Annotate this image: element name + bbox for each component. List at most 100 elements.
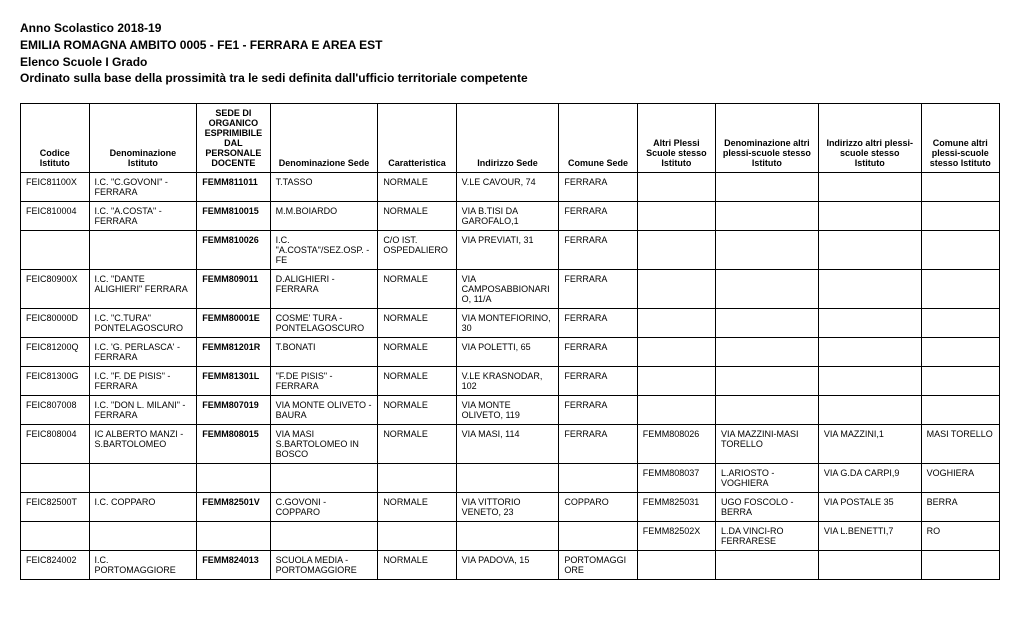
report-header: Anno Scolastico 2018-19 EMILIA ROMAGNA A… [20,20,1000,87]
table-cell [197,464,270,493]
table-cell [716,173,819,202]
table-cell [818,173,921,202]
table-row: FEIC81100XI.C. "C.GOVONI" - FERRARAFEMM8… [21,173,1000,202]
table-cell: T.TASSO [270,173,378,202]
table-cell: VIA MAZZINI,1 [818,425,921,464]
table-cell: FERRARA [559,396,637,425]
table-cell: VIA PREVIATI, 31 [456,231,559,270]
table-cell [716,396,819,425]
table-cell: I.C. PORTOMAGGIORE [89,551,197,580]
table-cell [716,338,819,367]
table-cell [637,202,715,231]
table-cell [89,231,197,270]
table-cell: VIA MONTE OLIVETO - BAURA [270,396,378,425]
table-cell: FEMM808015 [197,425,270,464]
table-cell: FEMM825031 [637,493,715,522]
table-cell: VIA MONTE OLIVETO, 119 [456,396,559,425]
table-cell [637,309,715,338]
table-cell: FEIC80900X [21,270,90,309]
table-cell: VIA VITTORIO VENETO, 23 [456,493,559,522]
header-line-3: Elenco Scuole I Grado [20,54,1000,71]
table-cell: FEMM808037 [637,464,715,493]
table-row: FEIC810004I.C. "A.COSTA" - FERRARAFEMM81… [21,202,1000,231]
table-cell: UGO FOSCOLO - BERRA [716,493,819,522]
table-row: FEMM810026I.C. "A.COSTA"/SEZ.OSP. - FEC/… [21,231,1000,270]
table-cell: C/O IST. OSPEDALIERO [378,231,456,270]
column-header: Codice Istituto [21,104,90,173]
table-cell: I.C. "A.COSTA" - FERRARA [89,202,197,231]
column-header: SEDE DI ORGANICO ESPRIMIBILE DAL PERSONA… [197,104,270,173]
table-cell [818,231,921,270]
table-cell [89,522,197,551]
table-cell [559,464,637,493]
table-cell [818,202,921,231]
table-cell [716,202,819,231]
table-cell [818,396,921,425]
column-header: Comune altri plessi-scuole stesso Istitu… [921,104,999,173]
table-cell [197,522,270,551]
table-cell: I.C. "C.GOVONI" - FERRARA [89,173,197,202]
table-cell: FEMM808026 [637,425,715,464]
table-cell [637,551,715,580]
table-cell: FEIC81300G [21,367,90,396]
table-cell: VIA MASI, 114 [456,425,559,464]
schools-table: Codice IstitutoDenominazione IstitutoSED… [20,103,1000,580]
column-header: Comune Sede [559,104,637,173]
table-cell: I.C. "DANTE ALIGHIERI" FERRARA [89,270,197,309]
header-line-2: EMILIA ROMAGNA AMBITO 0005 - FE1 - FERRA… [20,37,1000,54]
column-header: Denominazione altri plessi-scuole stesso… [716,104,819,173]
table-cell: FEIC807008 [21,396,90,425]
table-cell [637,338,715,367]
table-cell: FEMM81201R [197,338,270,367]
table-cell: I.C. "C.TURA" PONTELAGOSCURO [89,309,197,338]
table-cell: FEIC82500T [21,493,90,522]
table-row: FEIC824002I.C. PORTOMAGGIOREFEMM824013SC… [21,551,1000,580]
header-line-4: Ordinato sulla base della prossimità tra… [20,70,1000,87]
table-cell: VIA POLETTI, 65 [456,338,559,367]
table-cell [270,522,378,551]
table-cell [716,551,819,580]
table-cell: FEIC80000D [21,309,90,338]
table-cell: FEMM809011 [197,270,270,309]
table-cell [21,522,90,551]
table-row: FEMM82502XL.DA VINCI-RO FERRARESEVIA L.B… [21,522,1000,551]
table-cell [559,522,637,551]
table-cell [21,464,90,493]
table-row: FEIC81200QI.C. 'G. PERLASCA' - FERRARAFE… [21,338,1000,367]
table-cell: PORTOMAGGIORE [559,551,637,580]
table-row: FEMM808037L.ARIOSTO - VOGHIERAVIA G.DA C… [21,464,1000,493]
table-cell: VIA POSTALE 35 [818,493,921,522]
table-cell: FEMM82502X [637,522,715,551]
table-cell: I.C. 'G. PERLASCA' - FERRARA [89,338,197,367]
table-cell: COPPARO [559,493,637,522]
table-cell [921,202,999,231]
table-cell: NORMALE [378,202,456,231]
table-cell: FEMM810026 [197,231,270,270]
table-cell: NORMALE [378,270,456,309]
table-cell [921,231,999,270]
table-cell: "F.DE PISIS" - FERRARA [270,367,378,396]
table-cell: FEMM82501V [197,493,270,522]
table-cell [921,338,999,367]
table-cell [637,270,715,309]
table-cell [818,309,921,338]
table-cell: FERRARA [559,270,637,309]
table-cell: MASI TORELLO [921,425,999,464]
table-row: FEIC80900XI.C. "DANTE ALIGHIERI" FERRARA… [21,270,1000,309]
table-cell [818,270,921,309]
table-cell [921,309,999,338]
table-cell: NORMALE [378,396,456,425]
table-cell: VIA PADOVA, 15 [456,551,559,580]
table-cell: NORMALE [378,425,456,464]
table-cell: FERRARA [559,425,637,464]
table-cell: IC ALBERTO MANZI - S.BARTOLOMEO [89,425,197,464]
table-cell: VIA G.DA CARPI,9 [818,464,921,493]
table-cell [378,464,456,493]
table-cell: FEMM80001E [197,309,270,338]
table-row: FEIC82500TI.C. COPPAROFEMM82501VC.GOVONI… [21,493,1000,522]
table-cell: NORMALE [378,551,456,580]
header-line-1: Anno Scolastico 2018-19 [20,20,1000,37]
column-header: Indirizzo altri plessi-scuole stesso Ist… [818,104,921,173]
table-cell: VIA MAZZINI-MASI TORELLO [716,425,819,464]
table-cell: COSME' TURA - PONTELAGOSCURO [270,309,378,338]
